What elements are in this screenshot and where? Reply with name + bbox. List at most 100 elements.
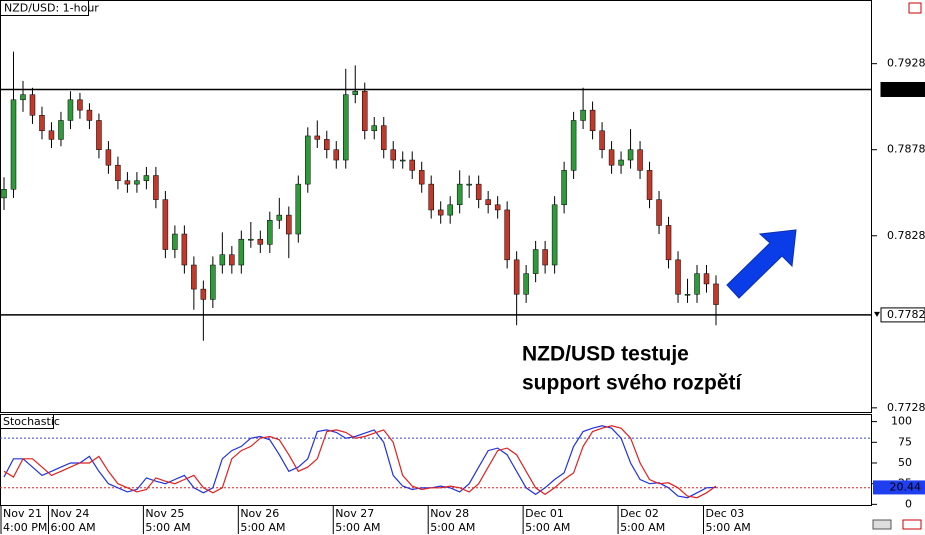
candle-body [589, 109, 596, 132]
x-tick-label: Nov 28 [430, 507, 469, 520]
candle-body [324, 139, 330, 150]
y-tick-label: 0.7928 [887, 57, 925, 70]
indicator-title: Stochastic [3, 415, 60, 428]
x-tick-time: 5:00 AM [706, 521, 751, 534]
scroll-icon [872, 519, 892, 530]
current-value-box [873, 480, 925, 495]
title-box [0, 0, 89, 16]
candle-body [494, 204, 501, 211]
candle-body [485, 199, 491, 206]
candle-body [134, 180, 140, 185]
x-tick-label: Dec 03 [706, 507, 745, 520]
candle-body [618, 159, 624, 166]
stochastic-line [3, 425, 717, 499]
candle-body [1, 189, 7, 199]
candle-body [703, 273, 710, 285]
candle-body [371, 125, 377, 132]
x-tick-label: Dec 01 [525, 507, 564, 520]
annotation: support svého rozpětí [522, 372, 743, 395]
candle-body [608, 149, 615, 166]
candle-body [238, 238, 245, 266]
candle-body [627, 149, 634, 161]
candle-body [86, 109, 93, 121]
candle-body [599, 130, 605, 150]
candle-body [191, 264, 197, 290]
chart-title: NZD/USD: 1-hour [4, 2, 99, 15]
candle-body [694, 273, 700, 295]
candle-body [10, 99, 17, 190]
candle-body [143, 175, 150, 181]
resistance-label-box [880, 81, 925, 97]
candle-body [257, 238, 264, 245]
indicator-y-tick-label: 75 [898, 435, 912, 448]
candle-body [637, 149, 643, 171]
candle-body [333, 149, 340, 161]
x-tick-label: Nov 21 [3, 507, 42, 520]
candle-body [39, 115, 45, 132]
candle-body [162, 199, 169, 250]
x-tick-label: Nov 25 [145, 507, 184, 520]
candle-body [684, 294, 691, 296]
candle-body [305, 135, 311, 185]
candle-body [295, 183, 302, 235]
window-icon [908, 2, 922, 14]
x-tick-time: 5:00 AM [335, 521, 380, 534]
indicator-y-tick-label: 0 [905, 497, 912, 510]
candle-body [580, 109, 586, 121]
candle-body [67, 99, 74, 121]
candle-body [361, 90, 368, 132]
candle-body [646, 170, 653, 200]
candle-body [276, 214, 283, 221]
y-tick-label: 0.7828 [887, 229, 925, 242]
candle-body [48, 130, 55, 140]
support-label-box [880, 307, 925, 323]
candle-body [172, 233, 178, 250]
candle-body [656, 199, 662, 226]
candle-body [229, 254, 235, 266]
candle-body [77, 99, 83, 111]
candle-body [523, 273, 529, 295]
x-tick-label: Nov 27 [335, 507, 374, 520]
candle-body [561, 170, 567, 206]
candle-body [352, 90, 359, 95]
candle-body [248, 238, 254, 241]
candle-body [20, 94, 26, 101]
indicator-y-tick-label: 50 [898, 456, 912, 469]
x-tick-time: 5:00 AM [430, 521, 475, 534]
candle-body [409, 159, 415, 171]
x-tick-time: 4:00 PM [3, 521, 47, 534]
candle-body [343, 94, 349, 161]
candle-body [267, 220, 273, 245]
candle-body [181, 233, 188, 266]
candle-body [437, 209, 444, 216]
candle-body [456, 183, 463, 206]
candle-body [124, 180, 131, 185]
candle-body [447, 204, 453, 216]
candle-body [551, 204, 558, 266]
candle-body [418, 170, 425, 185]
x-tick-time: 6:00 AM [50, 521, 95, 534]
candle-body [29, 94, 36, 116]
candle-body [475, 183, 482, 200]
current-value: 20.44 [890, 480, 922, 493]
candle-body [399, 159, 406, 162]
resistance-label: 0.7913 [887, 82, 925, 95]
candle-body [504, 209, 510, 261]
candle-body [96, 120, 102, 150]
marker [874, 311, 880, 317]
candle-body [542, 249, 548, 266]
candle-body [286, 214, 292, 235]
candle-body [390, 149, 396, 161]
candle-body [219, 254, 226, 266]
x-tick-time: 5:00 AM [620, 521, 665, 534]
x-tick-label: Nov 24 [50, 507, 89, 520]
x-tick-time: 5:00 AM [145, 521, 190, 534]
x-tick-label: Nov 26 [240, 507, 279, 520]
candle-body [665, 225, 672, 261]
candle-body [153, 175, 159, 200]
annotation: NZD/USD testuje [522, 343, 689, 366]
price-panel [0, 0, 872, 413]
candle-body [570, 120, 577, 171]
close-icon [902, 519, 922, 530]
support-label: 0.7782 [887, 308, 925, 321]
